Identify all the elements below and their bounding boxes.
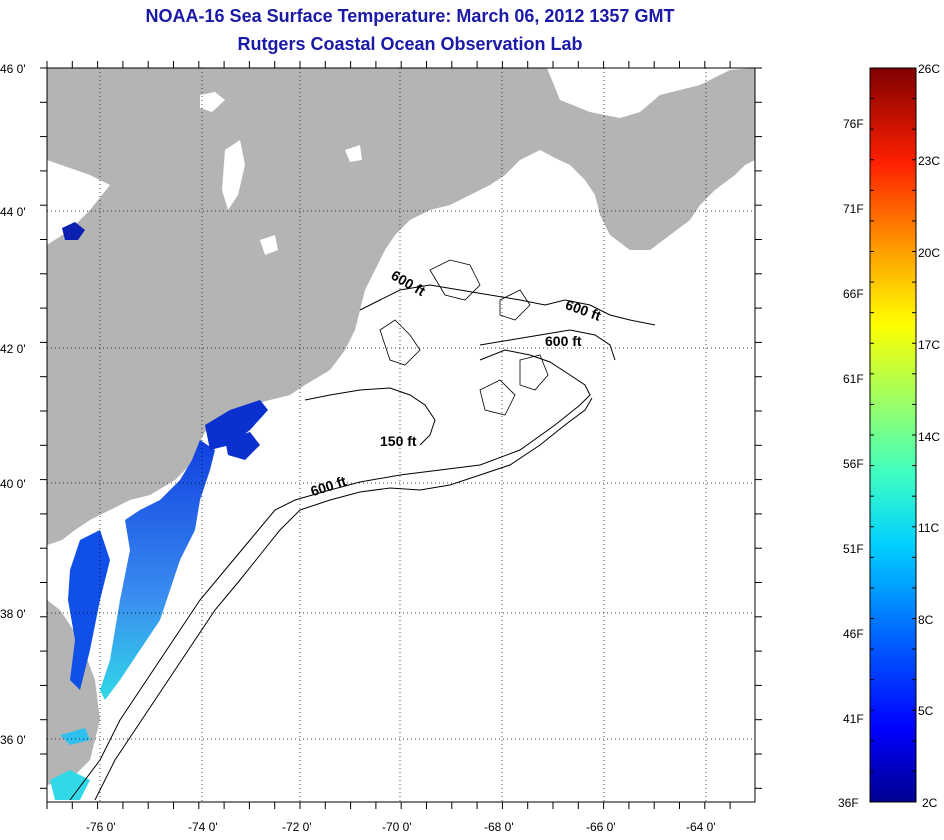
lat-label: 44 0'	[0, 205, 26, 219]
lon-label: -74 0'	[188, 820, 218, 834]
map-subtitle: Rutgers Coastal Ocean Observation Lab	[237, 34, 583, 54]
colorbar-celsius-label: 20C	[918, 246, 941, 260]
colorbar-celsius-label: 8C	[918, 613, 934, 627]
contour-label: 600 ft	[545, 333, 582, 349]
lon-label: -76 0'	[86, 820, 116, 834]
lon-label: -72 0'	[282, 820, 312, 834]
colorbar-celsius-label: 5C	[918, 704, 934, 718]
colorbar-fahrenheit-label: 66F	[843, 287, 864, 301]
colorbar-fahrenheit-label: 46F	[843, 627, 864, 641]
lat-label: 38 0'	[0, 607, 26, 621]
colorbar-celsius-label: 2C	[922, 796, 938, 810]
lon-label: -68 0'	[484, 820, 514, 834]
colorbar-celsius-label: 23C	[918, 154, 941, 168]
lat-label: 40 0'	[0, 477, 26, 491]
contour-label: 150 ft	[380, 433, 417, 449]
map-title: NOAA-16 Sea Surface Temperature: March 0…	[145, 6, 675, 26]
colorbar-celsius-label: 11C	[918, 521, 940, 535]
lat-label: 42 0'	[0, 342, 26, 356]
lon-label: -64 0'	[686, 820, 716, 834]
colorbar-fahrenheit-label: 41F	[843, 712, 864, 726]
colorbar-fahrenheit-label: 61F	[843, 372, 864, 386]
lon-label: -70 0'	[382, 820, 412, 834]
lat-label: 46 0'	[0, 62, 26, 76]
colorbar-fahrenheit-label: 56F	[843, 457, 864, 471]
lat-label: 36 0'	[0, 733, 26, 747]
colorbar-fahrenheit-label: 76F	[843, 117, 864, 131]
colorbar	[869, 67, 917, 803]
colorbar-celsius-label: 17C	[918, 338, 941, 352]
lon-label: -66 0'	[586, 820, 616, 834]
colorbar-fahrenheit-label: 36F	[838, 796, 859, 810]
colorbar-fahrenheit-label: 51F	[843, 542, 864, 556]
colorbar-celsius-label: 26C	[918, 62, 941, 76]
colorbar-fahrenheit-label: 71F	[843, 202, 864, 216]
colorbar-celsius-label: 14C	[918, 430, 941, 444]
